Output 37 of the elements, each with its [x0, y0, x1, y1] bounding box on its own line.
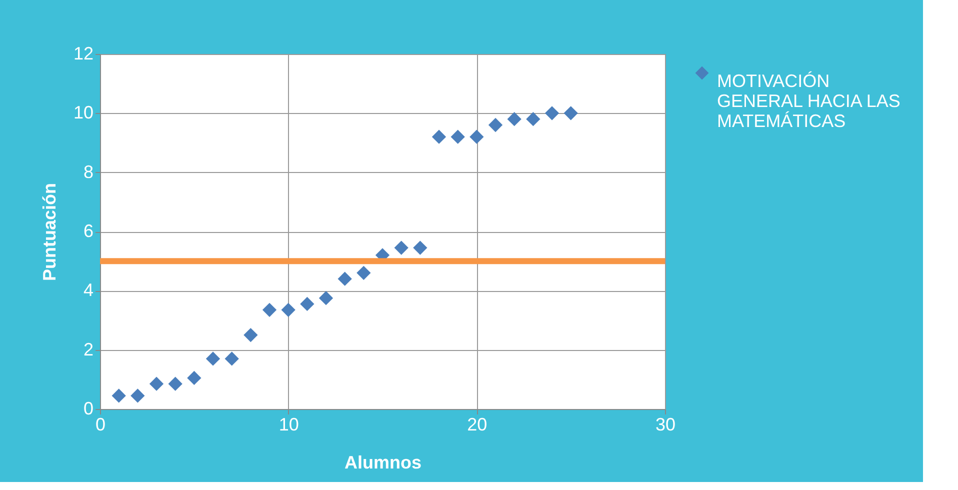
x-tick-label: 30: [655, 414, 676, 434]
point: [262, 302, 277, 317]
point: [168, 376, 182, 391]
x-tick-label: 20: [467, 414, 488, 434]
point: [432, 130, 446, 144]
y-tick-label: 12: [73, 44, 94, 64]
point: [507, 112, 522, 126]
point: [281, 302, 296, 317]
y-tick-label: 0: [83, 398, 94, 418]
y-tick-label: 8: [83, 162, 94, 182]
y-tick-label: 2: [83, 339, 94, 360]
point: [318, 290, 334, 306]
x-axis-title: Alumnos: [344, 452, 422, 472]
point: [338, 272, 352, 286]
point: [244, 328, 258, 342]
y-tick-label: 4: [83, 280, 94, 300]
point: [224, 352, 239, 366]
x-tick-label: 10: [278, 414, 299, 434]
point: [187, 370, 202, 386]
point: [130, 388, 145, 403]
point: [149, 376, 164, 391]
point: [356, 266, 371, 280]
legend-label: MOTIVACIÓN GENERAL HACIA LAS MATEMÁTICAS: [717, 71, 900, 131]
point: [488, 118, 503, 132]
point: [206, 352, 220, 366]
y-tick-label: 6: [83, 221, 94, 241]
point: [413, 240, 428, 255]
point: [300, 296, 314, 312]
point: [526, 112, 540, 126]
point: [564, 106, 578, 120]
point: [450, 130, 465, 144]
y-tick-label: 10: [73, 102, 94, 123]
point: [544, 106, 560, 120]
point: [394, 240, 408, 255]
y-axis-title: Puntuación: [39, 183, 60, 281]
point: [470, 130, 484, 144]
point: [112, 388, 126, 403]
